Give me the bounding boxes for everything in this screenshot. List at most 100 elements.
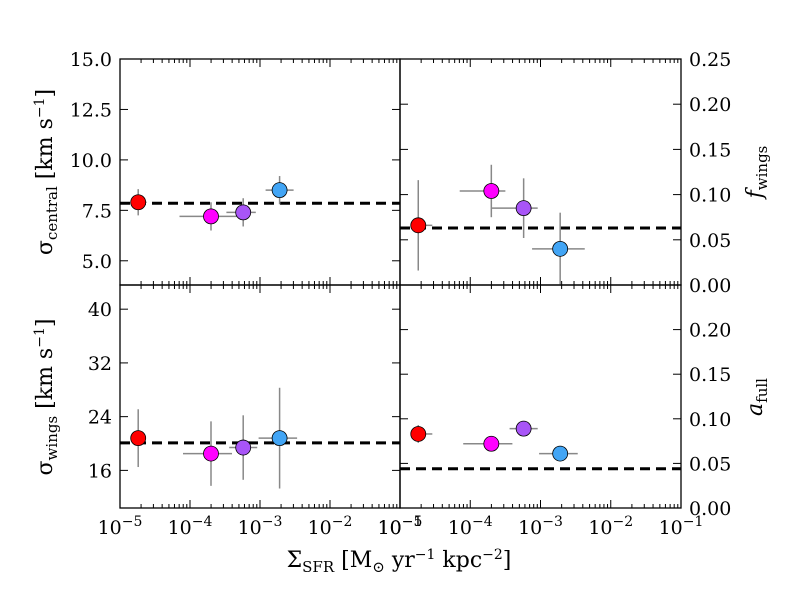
- x-tick-exponent: −2: [332, 514, 353, 530]
- x-tick-base: 10: [98, 517, 122, 539]
- x-ticks: [399, 285, 682, 508]
- y-tick-label: 0.15: [689, 139, 731, 161]
- data-point: [483, 183, 500, 199]
- data-point: [410, 217, 427, 234]
- y-tick-label: 0.05: [689, 230, 731, 252]
- x-tick-exponent: −3: [262, 514, 283, 530]
- data-point-group: [459, 164, 506, 218]
- data-point: [235, 204, 252, 221]
- y-tick-label: 32: [88, 353, 112, 375]
- data-point: [271, 182, 288, 199]
- panel-frame: [119, 284, 401, 509]
- x-tick-base: 10: [378, 517, 402, 539]
- y-ticks: 16 24 32 40: [88, 299, 400, 482]
- panel-frame: [399, 58, 682, 286]
- panel-frame: [399, 284, 682, 509]
- x-tick-base: 10: [238, 517, 262, 539]
- x-tick-exponent: −5: [402, 514, 423, 530]
- data-point-group: [410, 180, 433, 271]
- data-point: [203, 445, 219, 462]
- x-tick-base: 10: [308, 517, 332, 539]
- x-tick-exponent: −2: [613, 514, 634, 530]
- x-tick-base: 10: [168, 517, 192, 539]
- xlabel-sigma-sfr: ΣSFR [M⊙ yr−1 kpc−2]: [287, 547, 512, 576]
- data-point: [515, 200, 532, 217]
- y-tick-label: 10.0: [70, 150, 112, 172]
- data-point-group: [265, 176, 294, 205]
- x-tick-exponent: −3: [542, 514, 563, 530]
- y-tick-label: 0.20: [689, 320, 731, 342]
- data-point: [235, 439, 252, 456]
- y-tick-label: 15.0: [70, 49, 112, 71]
- panel-frame: [119, 58, 401, 286]
- data-point: [483, 435, 500, 452]
- y-ticks: 5.0 7.5 10.0 12.5 15.0: [70, 49, 400, 273]
- data-point-group: [539, 445, 578, 462]
- data-point-group: [410, 425, 433, 443]
- y-tick-label: 0.05: [689, 453, 731, 475]
- y-ticks: 0.00 0.05 0.10 0.15 0.20 0.25: [400, 49, 731, 297]
- panels-layer: 5.07.510.012.515.00.000.050.100.150.200.…: [70, 49, 732, 539]
- x-tick-base: 10: [518, 517, 542, 539]
- data-point: [203, 208, 219, 225]
- x-tick-label: 10−1: [659, 514, 704, 539]
- x-tick-label: 10−3: [518, 514, 563, 539]
- x-tick-label: 10−2: [308, 514, 353, 539]
- y-tick-label: 0.20: [689, 94, 731, 116]
- x-tick-exponent: −1: [683, 514, 704, 530]
- x-tick-exponent: −5: [122, 514, 143, 530]
- x-tick-exponent: −1: [402, 514, 423, 530]
- data-point-group: [130, 409, 147, 468]
- panel-bottom-right: 10−5 10−4 10−3 10−2 10−10.000.050.100.150.20: [378, 284, 731, 539]
- x-tick-label: 10−4: [448, 514, 493, 539]
- data-point-group: [226, 198, 256, 227]
- data-point-group: [463, 435, 513, 452]
- x-tick-label: 10−5: [378, 514, 423, 539]
- x-tick-exponent: −4: [192, 514, 213, 530]
- y-tick-label: 0.25: [689, 49, 731, 71]
- data-point: [130, 194, 147, 211]
- y-tick-label: 7.5: [82, 200, 112, 222]
- data-point-group: [258, 387, 298, 489]
- data-point-group: [183, 421, 232, 486]
- data-point: [130, 430, 147, 447]
- panel-top-left: 5.0 7.5 10.0 12.5 15.0: [70, 49, 401, 286]
- x-tick-label: 10−5: [98, 514, 143, 539]
- labels-layer: σcentral [km s−1] σwings [km s−1] fwings…: [32, 89, 771, 576]
- data-point-group: [130, 189, 147, 216]
- y-tick-label: 0.15: [689, 364, 731, 386]
- x-tick-label: 10−3: [238, 514, 283, 539]
- x-tick-exponent: −4: [472, 514, 493, 530]
- y-tick-label: 0.10: [689, 409, 731, 431]
- x-tick-label: 10−1: [378, 514, 423, 539]
- data-point: [271, 430, 288, 447]
- data-point: [410, 426, 427, 442]
- panel-top-right: 0.00 0.05 0.10 0.15 0.20 0.25: [399, 49, 731, 297]
- y-tick-label: 0.10: [689, 185, 731, 207]
- data-point-group: [532, 212, 585, 285]
- y-ticks: 0.00 0.05 0.10 0.15 0.20: [400, 320, 731, 520]
- x-tick-label: 10−4: [168, 514, 213, 539]
- x-tick-base: 10: [659, 517, 683, 539]
- ylabel-sigma-wings: σwings [km s−1]: [32, 319, 61, 476]
- y-tick-label: 0.00: [689, 275, 731, 297]
- data-point-group: [492, 178, 538, 238]
- data-point-group: [509, 420, 538, 437]
- data-point-group: [229, 415, 258, 480]
- x-tick-base: 10: [448, 517, 472, 539]
- ylabel-f-wings: fwings: [743, 146, 771, 201]
- y-tick-label: 40: [88, 299, 112, 321]
- y-tick-label: 12.5: [70, 99, 112, 121]
- y-tick-label: 0.00: [689, 498, 731, 520]
- x-ticks: [399, 59, 682, 285]
- x-tick-base: 10: [378, 517, 402, 539]
- y-tick-label: 5.0: [82, 251, 112, 273]
- x-tick-base: 10: [588, 517, 612, 539]
- x-ticks: [119, 285, 401, 508]
- data-point: [515, 420, 532, 437]
- data-point: [552, 445, 569, 462]
- x-ticks: [119, 59, 401, 285]
- y-tick-label: 16: [88, 460, 112, 482]
